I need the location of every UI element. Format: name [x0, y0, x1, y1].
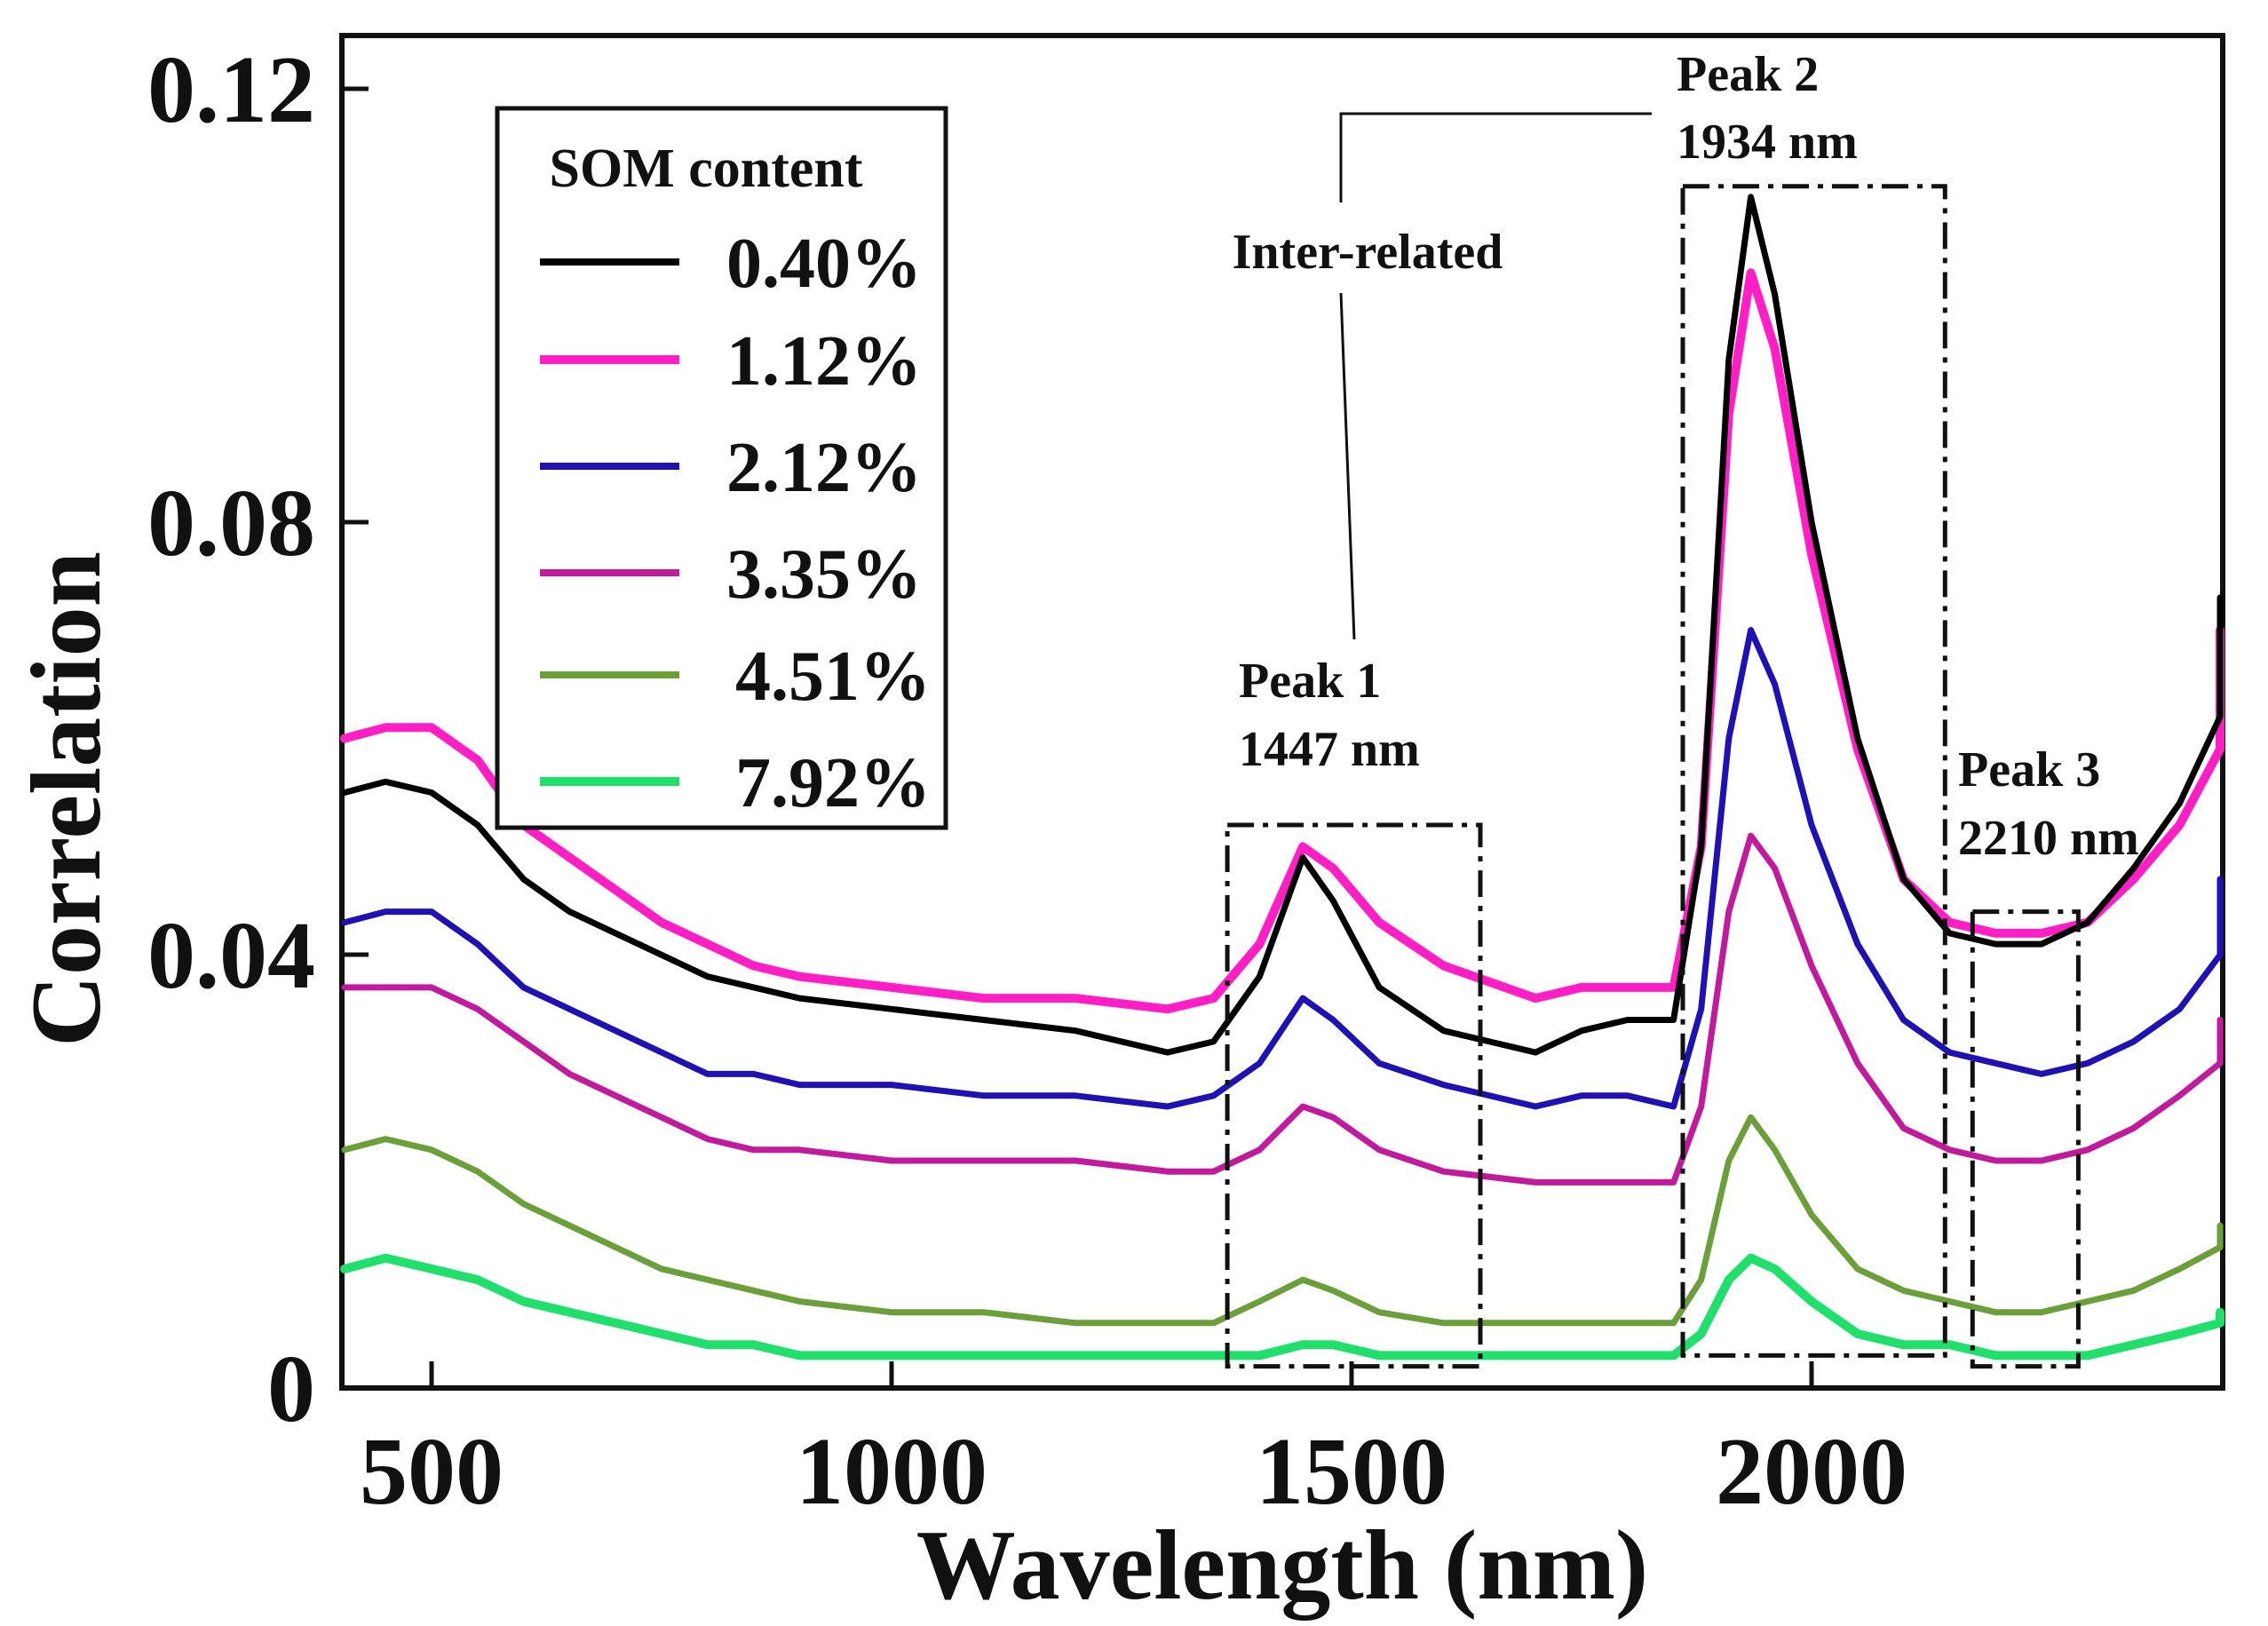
x-tick-label: 1000 [796, 1419, 987, 1525]
inter-related-bracket: Inter-related [1233, 112, 1652, 640]
series-line-3-35 [341, 832, 2224, 1186]
legend-label-3-35: 3.35% [726, 535, 922, 614]
peak-1-box [1225, 822, 1483, 1369]
y-tick-label: 0.04 [147, 903, 315, 1009]
legend-label-0-40: 0.40% [726, 225, 922, 303]
legend-title: SOM content [549, 139, 862, 199]
y-tick-label: 0 [267, 1336, 315, 1442]
x-tick-label: 2000 [1716, 1419, 1907, 1525]
peak-2-box [1680, 184, 1947, 1358]
bracket-drop [1339, 292, 1356, 640]
y-ticks: 0 0.04 0.08 0.12 [147, 37, 369, 1442]
x-ticks: 500 1000 1500 2000 [360, 1361, 1907, 1525]
peak-2-label: Peak 2 [1677, 47, 1819, 102]
legend-label-2-12: 2.12% [726, 429, 922, 507]
series-line-7-92 [340, 1253, 2224, 1360]
peak-boxes [1225, 184, 2081, 1369]
peak-3-label: Peak 3 [1958, 742, 2100, 797]
x-tick-label: 500 [360, 1419, 504, 1525]
peak-3-box [1970, 909, 2081, 1369]
y-tick-label: 0.12 [147, 37, 315, 143]
legend-label-4-51: 4.51% [735, 638, 931, 716]
peak-2-wavelength: 1934 nm [1677, 115, 1858, 170]
y-tick-label: 0.08 [147, 471, 315, 576]
legend: SOM content 0.40% 1.12% 2.12% 3.35% 4.51… [495, 106, 948, 830]
x-axis-title: Wavelength (nm) [916, 1511, 1648, 1621]
peak-1-wavelength: 1447 nm [1239, 722, 1420, 777]
series-line-4-51 [341, 1114, 2224, 1327]
series-line-2-12 [341, 627, 2224, 1110]
inter-related-label: Inter-related [1233, 225, 1503, 280]
y-axis-title: Correlation [12, 551, 122, 1047]
x-tick-label: 1500 [1256, 1419, 1447, 1525]
peak-3-wavelength: 2210 nm [1958, 811, 2139, 866]
bracket-line [1339, 112, 1652, 202]
legend-label-1-12: 1.12% [726, 322, 922, 401]
peak-1-label: Peak 1 [1239, 654, 1381, 709]
legend-label-7-92: 7.92% [735, 744, 931, 822]
series-line-0-40 [341, 194, 2224, 1056]
